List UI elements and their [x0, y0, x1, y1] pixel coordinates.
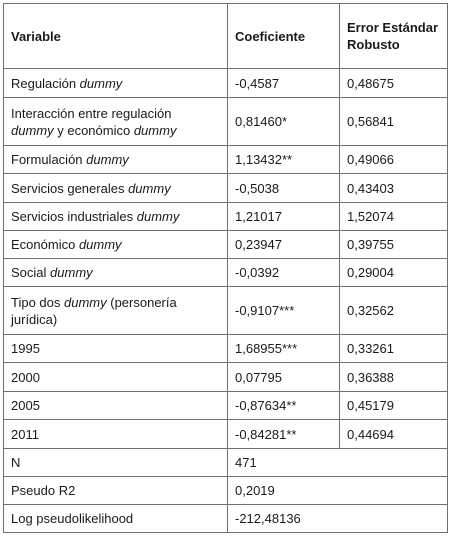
variable-cell: Servicios generales dummy — [3, 173, 228, 203]
stat-label-cell: N — [3, 448, 228, 477]
coefficient-cell: 0,23947 — [227, 230, 340, 259]
header-coefficient: Coeficiente — [227, 3, 340, 69]
se-cell: 0,56841 — [339, 97, 448, 146]
coefficient-cell: -0,5038 — [227, 173, 340, 203]
header-robust-se: Error Estándar Robusto — [339, 3, 448, 69]
coefficient-cell: 0,81460* — [227, 97, 340, 146]
table-row: Social dummy -0,0392 0,29004 — [3, 258, 448, 287]
se-cell: 0,43403 — [339, 173, 448, 203]
variable-cell: Interacción entre regulación dummy y econ… — [3, 97, 228, 146]
coefficient-cell: -0,87634** — [227, 391, 340, 420]
coefficient-cell: 1,13432** — [227, 145, 340, 174]
variable-cell: 2005 — [3, 391, 228, 420]
coefficient-cell: 1,21017 — [227, 202, 340, 231]
table-row: 2011 -0,84281** 0,44694 — [3, 419, 448, 449]
variable-cell: 2011 — [3, 419, 228, 449]
table-row: Económico dummy 0,23947 0,39755 — [3, 230, 448, 259]
coefficient-cell: 1,68955*** — [227, 334, 340, 363]
variable-cell: 1995 — [3, 334, 228, 363]
se-cell: 0,48675 — [339, 68, 448, 98]
se-cell: 0,36388 — [339, 362, 448, 392]
table-row: 1995 1,68955*** 0,33261 — [3, 334, 448, 363]
variable-cell: Social dummy — [3, 258, 228, 287]
table-row-pseudo-r2: Pseudo R2 0,2019 — [3, 476, 448, 505]
se-cell: 0,44694 — [339, 419, 448, 449]
table-row: Tipo dos dummy (personería jurídica) -0,… — [3, 286, 448, 335]
table-row: Formulación dummy 1,13432** 0,49066 — [3, 145, 448, 174]
table-row: Servicios generales dummy -0,5038 0,4340… — [3, 173, 448, 203]
se-cell: 0,29004 — [339, 258, 448, 287]
table-row: 2005 -0,87634** 0,45179 — [3, 391, 448, 420]
variable-cell: Servicios industriales dummy — [3, 202, 228, 231]
coefficient-cell: -0,9107*** — [227, 286, 340, 335]
table-row-n: N 471 — [3, 448, 448, 477]
regression-table: Variable Coeficiente Error Estándar Robu… — [3, 3, 448, 533]
variable-cell: Formulación dummy — [3, 145, 228, 174]
header-variable: Variable — [3, 3, 228, 69]
stat-value-cell: 471 — [227, 448, 448, 477]
coefficient-cell: -0,84281** — [227, 419, 340, 449]
se-cell: 0,49066 — [339, 145, 448, 174]
coefficient-cell: -0,4587 — [227, 68, 340, 98]
stat-value-cell: -212,48136 — [227, 504, 448, 533]
se-cell: 0,32562 — [339, 286, 448, 335]
table-row: Interacción entre regulación dummy y econ… — [3, 97, 448, 146]
se-cell: 0,33261 — [339, 334, 448, 363]
se-cell: 1,52074 — [339, 202, 448, 231]
variable-cell: 2000 — [3, 362, 228, 392]
table-row: Servicios industriales dummy 1,21017 1,5… — [3, 202, 448, 231]
table-row-log-pseudolikelihood: Log pseudolikelihood -212,48136 — [3, 504, 448, 533]
variable-cell: Regulación dummy — [3, 68, 228, 98]
variable-cell: Económico dummy — [3, 230, 228, 259]
stat-value-cell: 0,2019 — [227, 476, 448, 505]
stat-label-cell: Log pseudolikelihood — [3, 504, 228, 533]
table-header-row: Variable Coeficiente Error Estándar Robu… — [3, 3, 448, 69]
se-cell: 0,39755 — [339, 230, 448, 259]
se-cell: 0,45179 — [339, 391, 448, 420]
coefficient-cell: -0,0392 — [227, 258, 340, 287]
table-row: 2000 0,07795 0,36388 — [3, 362, 448, 392]
table-row: Regulación dummy -0,4587 0,48675 — [3, 68, 448, 98]
variable-cell: Tipo dos dummy (personería jurídica) — [3, 286, 228, 335]
stat-label-cell: Pseudo R2 — [3, 476, 228, 505]
coefficient-cell: 0,07795 — [227, 362, 340, 392]
